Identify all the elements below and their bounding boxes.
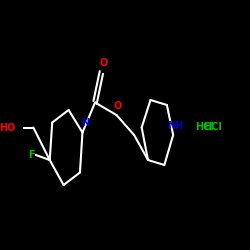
Text: HCl: HCl <box>195 122 214 132</box>
Text: F: F <box>28 150 35 160</box>
Text: O: O <box>100 58 108 68</box>
Text: NH: NH <box>167 121 183 131</box>
Text: HCl: HCl <box>203 122 222 132</box>
Text: O: O <box>114 101 122 111</box>
Text: HO: HO <box>0 122 15 132</box>
Text: N: N <box>81 118 89 128</box>
